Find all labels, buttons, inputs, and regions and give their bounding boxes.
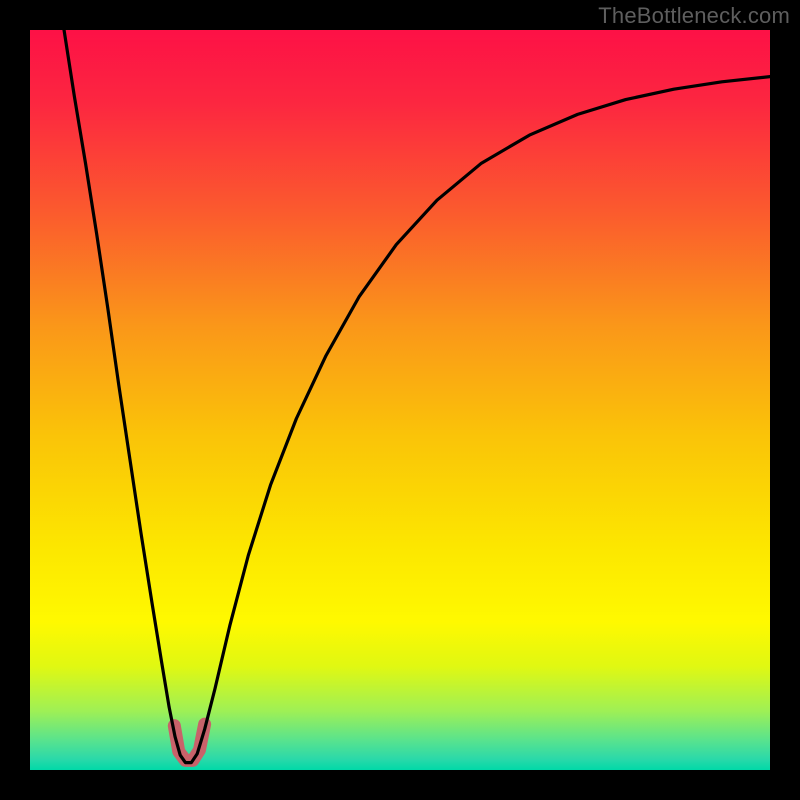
plot-area: [30, 30, 770, 770]
chart-container: TheBottleneck.com: [0, 0, 800, 800]
chart-svg: [30, 30, 770, 770]
gradient-background: [30, 30, 770, 770]
watermark-text: TheBottleneck.com: [598, 3, 790, 29]
